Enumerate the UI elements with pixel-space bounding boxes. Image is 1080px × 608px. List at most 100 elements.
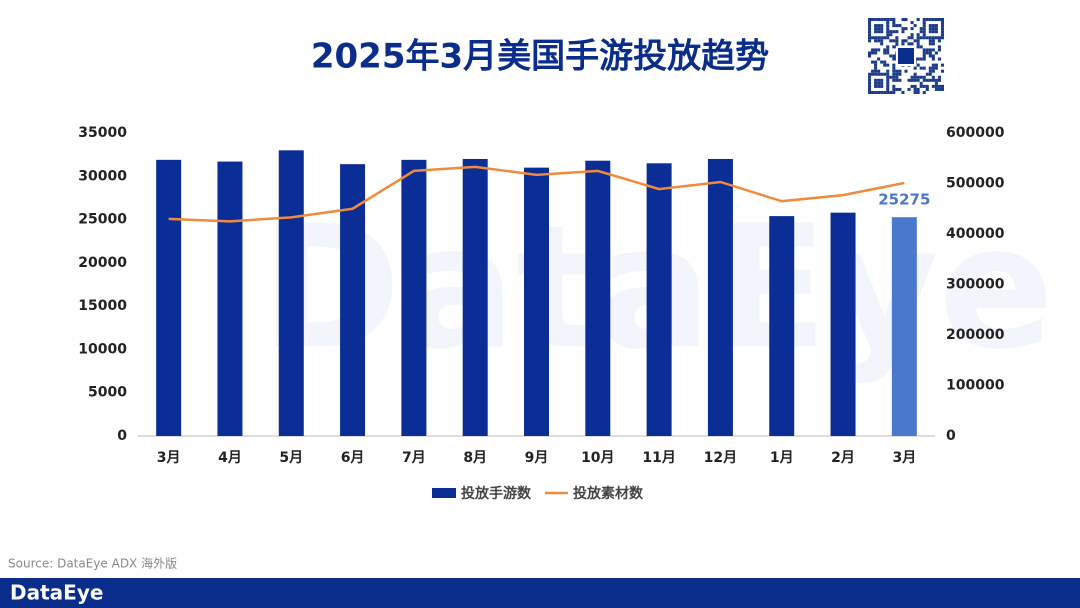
qr-cell	[895, 36, 899, 40]
qr-cell	[928, 30, 932, 34]
data-label: 25275	[878, 191, 930, 209]
qr-cell	[925, 48, 929, 52]
qr-cell	[892, 87, 896, 91]
qr-cell	[874, 69, 878, 73]
legend-label: 投放手游数	[461, 485, 532, 502]
qr-cell	[874, 30, 878, 34]
qr-cell	[934, 51, 938, 55]
qr-cell	[886, 48, 890, 52]
qr-cell	[874, 84, 878, 88]
qr-cell	[877, 69, 881, 73]
qr-cell	[892, 45, 896, 49]
qr-cell	[919, 36, 923, 40]
qr-cell	[925, 72, 929, 76]
qr-cell	[904, 27, 908, 31]
qr-cell	[895, 69, 899, 73]
qr-cell	[892, 24, 896, 28]
qr-cell	[940, 69, 944, 73]
qr-cell	[892, 78, 896, 82]
qr-cell	[871, 36, 875, 40]
qr-cell	[868, 54, 872, 58]
footer-bar	[0, 578, 1080, 608]
qr-cell	[898, 72, 902, 76]
qr-cell	[880, 72, 884, 76]
qr-cell	[931, 78, 935, 82]
qr-cell	[886, 27, 890, 31]
qr-cell	[886, 72, 890, 76]
qr-cell	[895, 39, 899, 43]
y-tick-label: 0	[117, 428, 127, 444]
qr-cell	[874, 63, 878, 67]
qr-cell	[886, 69, 890, 73]
qr-cell	[880, 18, 884, 22]
qr-cell	[880, 81, 884, 85]
qr-cell	[916, 57, 920, 61]
bar	[217, 161, 243, 436]
qr-cell	[916, 45, 920, 49]
qr-cell	[874, 24, 878, 28]
qr-cell	[871, 72, 875, 76]
qr-cell	[889, 39, 893, 43]
qr-cell	[898, 87, 902, 91]
qr-cell	[937, 48, 941, 52]
qr-cell	[883, 18, 887, 22]
qr-cell	[889, 18, 893, 22]
qr-cell	[916, 18, 920, 22]
qr-cell	[928, 54, 932, 58]
qr-cell	[868, 81, 872, 85]
qr-cell	[889, 90, 893, 94]
qr-cell	[880, 60, 884, 64]
qr-cell	[922, 24, 926, 28]
y2-tick-label: 500000	[946, 176, 1005, 192]
qr-cell	[916, 87, 920, 91]
source: Source: DataEye ADX 海外版	[8, 556, 177, 571]
qr-cell	[940, 36, 944, 40]
qr-cell	[886, 21, 890, 25]
qr-cell	[886, 33, 890, 37]
qr-cell	[886, 84, 890, 88]
qr-cell	[928, 72, 932, 76]
qr-cell	[919, 30, 923, 34]
qr-cell	[877, 30, 881, 34]
qr-cell	[874, 90, 878, 94]
qr-cell	[886, 90, 890, 94]
qr-cell	[931, 42, 935, 46]
bar	[340, 164, 366, 436]
qr-cell	[922, 78, 926, 82]
qr-cell	[874, 60, 878, 64]
qr-cell	[919, 57, 923, 61]
qr-cell	[886, 30, 890, 34]
qr-cell	[934, 78, 938, 82]
qr-cell	[886, 78, 890, 82]
qr-cell	[895, 72, 899, 76]
qr-cell	[880, 78, 884, 82]
qr-cell	[916, 36, 920, 40]
qr-cell	[925, 18, 929, 22]
qr-cell	[940, 63, 944, 67]
bar	[462, 158, 488, 436]
qr-cell	[895, 78, 899, 82]
qr-cell	[916, 39, 920, 43]
qr-cell	[883, 60, 887, 64]
qr-cell	[925, 36, 929, 40]
qr-cell	[937, 78, 941, 82]
y2-tick-label: 400000	[946, 226, 1005, 242]
qr-cell	[895, 24, 899, 28]
qr-cell	[877, 90, 881, 94]
x-tick-label: 11月	[642, 450, 675, 466]
qr-cell	[931, 30, 935, 34]
qr-cell	[916, 78, 920, 82]
qr-cell	[919, 45, 923, 49]
qr-cell	[877, 84, 881, 88]
qr-cell	[940, 27, 944, 31]
y-tick-label: 30000	[78, 168, 127, 184]
qr-cell	[907, 87, 911, 91]
y2-tick-label: 600000	[946, 125, 1005, 141]
qr-cell	[922, 30, 926, 34]
qr-cell	[922, 36, 926, 40]
qr-cell	[880, 84, 884, 88]
bar	[646, 163, 672, 437]
qr-cell	[877, 36, 881, 40]
qr-cell	[880, 27, 884, 31]
